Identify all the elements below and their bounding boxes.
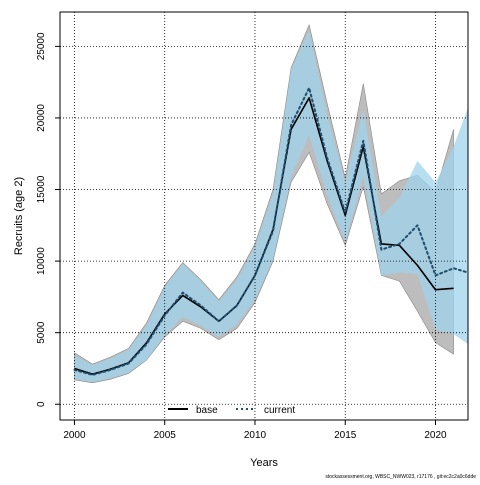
x-tick-label: 2020 <box>424 430 447 441</box>
legend-label-base: base <box>196 405 218 416</box>
y-tick-label: 25000 <box>36 32 47 60</box>
y-tick-label: 5000 <box>36 321 47 344</box>
legend: base current <box>168 405 295 416</box>
confidence-bands <box>74 23 468 384</box>
y-axis-label: Recruits (age 2) <box>13 177 25 255</box>
plot-frame <box>59 11 469 421</box>
x-tick-label: 2005 <box>154 430 177 441</box>
y-tick-label: 10000 <box>36 247 47 275</box>
x-tick-label: 2015 <box>334 430 357 441</box>
x-tick-label: 2000 <box>63 430 86 441</box>
y-tick-label: 0 <box>36 401 47 407</box>
y-tick-label: 15000 <box>36 175 47 203</box>
x-tick-label: 2010 <box>244 430 267 441</box>
y-tick-label: 20000 <box>36 104 47 132</box>
legend-label-current: current <box>264 405 295 416</box>
line-current <box>73 86 469 376</box>
band-current <box>74 30 468 383</box>
footnote: stockassessment.org, WBSC_NWW023, r17176… <box>325 474 476 480</box>
grid-lines <box>60 12 468 420</box>
series-lines <box>73 86 469 376</box>
axes: 2000 2005 2010 2015 2020 0 5000 10000 15000 20000… <box>36 32 447 441</box>
x-axis-label: Years <box>250 457 278 469</box>
